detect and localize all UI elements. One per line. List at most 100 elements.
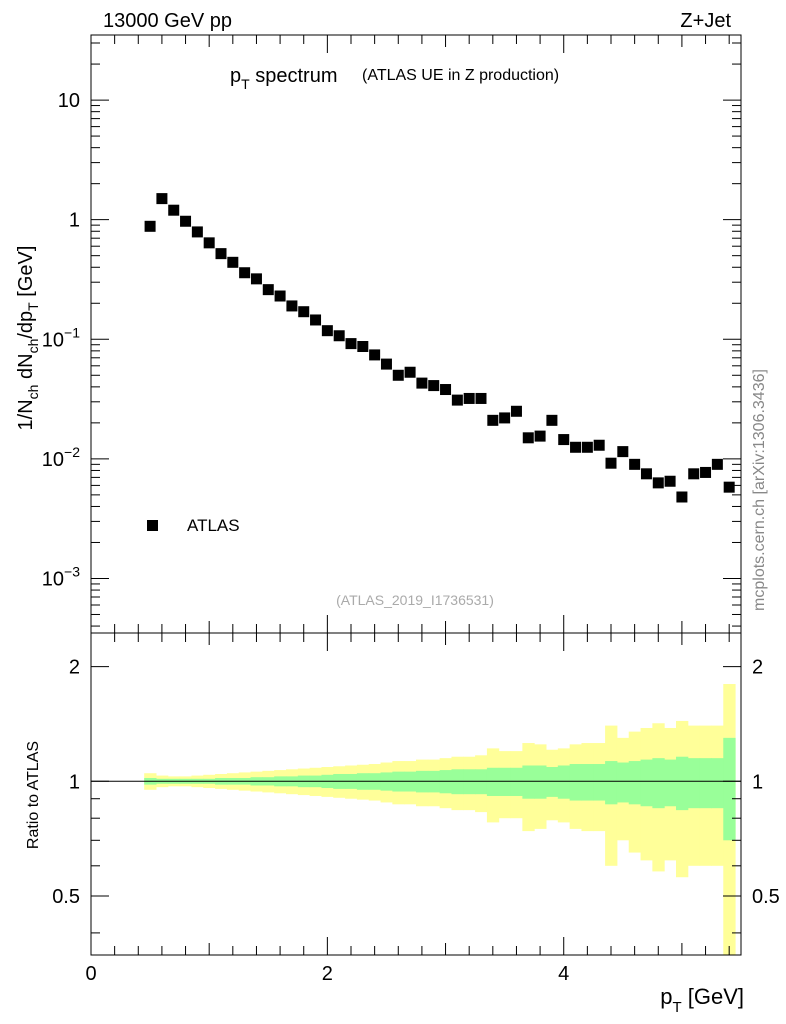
- ratio-stat-error-band: [569, 764, 582, 801]
- data-point: [451, 394, 463, 406]
- ratio-stat-error-band: [557, 765, 571, 799]
- main-y-tick-label: 10−3: [42, 563, 80, 590]
- data-point: [180, 215, 192, 227]
- side-label: mcplots.cern.ch [arXiv:1306.3436]: [751, 369, 768, 611]
- ratio-y-tick-label-right: 0.5: [752, 886, 780, 908]
- ratio-stat-error-band: [510, 767, 523, 796]
- ratio-y-axis-label: Ratio to ATLAS: [25, 741, 42, 849]
- data-point: [463, 392, 475, 404]
- data-point: [440, 384, 452, 396]
- main-y-tick-label: 10−2: [42, 444, 80, 471]
- ratio-stat-error-band: [687, 758, 701, 809]
- ratio-stat-error-band: [616, 762, 630, 803]
- legend-marker: [147, 520, 158, 531]
- main-axis-ticks: 10 1 10−1 10−2 10−3: [42, 35, 741, 633]
- ratio-stat-error-band: [711, 758, 724, 809]
- data-point: [570, 441, 582, 453]
- main-y-tick-label: 10: [58, 90, 80, 112]
- ratio-stat-error-band: [723, 737, 736, 841]
- x-tick-label: 0: [85, 963, 96, 985]
- data-point: [404, 366, 416, 378]
- data-point: [546, 414, 558, 426]
- ratio-stat-error-band: [605, 761, 618, 805]
- data-point: [227, 256, 239, 268]
- ratio-y-tick-label: 1: [69, 771, 80, 793]
- ratio-stat-error-band: [593, 764, 606, 801]
- x-axis-label: pT [GeV]: [660, 984, 744, 1016]
- main-subtitle: (ATLAS UE in Z production): [362, 67, 559, 84]
- data-point: [274, 290, 286, 302]
- data-point: [499, 412, 511, 424]
- main-data-points: [144, 193, 735, 503]
- data-point: [333, 330, 345, 342]
- data-point: [144, 220, 156, 232]
- ratio-stat-error-band: [640, 759, 653, 807]
- ratio-stat-error-band: [522, 765, 535, 799]
- data-point: [605, 457, 617, 469]
- ratio-stat-error-band: [581, 764, 594, 801]
- ratio-stat-error-band: [676, 756, 689, 811]
- ratio-error-bands: [144, 684, 736, 955]
- main-y-axis-label: 1/Nch dNch/dpT [GeV]: [15, 246, 41, 431]
- data-point: [250, 273, 262, 285]
- data-point: [369, 349, 381, 361]
- data-point: [215, 248, 227, 260]
- data-point: [558, 434, 570, 446]
- main-y-tick-label: 10−1: [42, 324, 80, 351]
- data-point: [700, 466, 712, 478]
- data-point: [298, 306, 310, 318]
- data-point: [156, 193, 168, 205]
- main-title: pT spectrum: [230, 65, 338, 92]
- data-point: [711, 458, 723, 470]
- x-tick-label: 2: [322, 963, 333, 985]
- data-point: [310, 314, 322, 326]
- ratio-stat-error-band: [664, 759, 677, 807]
- data-point: [428, 380, 440, 392]
- data-point: [357, 341, 369, 353]
- ratio-y-tick-label: 0.5: [52, 886, 80, 908]
- ratio-axis-ticks: 2 2 1 1 0.5 0.5 0 2 4: [52, 633, 780, 985]
- ratio-stat-error-band: [628, 761, 642, 805]
- data-point: [617, 446, 629, 458]
- data-point: [664, 475, 676, 487]
- data-point: [510, 405, 522, 417]
- data-point: [168, 204, 180, 216]
- data-point: [239, 267, 251, 279]
- data-point: [593, 439, 605, 451]
- ratio-stat-error-band: [652, 758, 665, 809]
- ratio-y-tick-label-right: 2: [752, 657, 763, 679]
- x-tick-label: 4: [558, 963, 569, 985]
- ratio-y-tick-label: 2: [69, 657, 80, 679]
- data-point: [262, 284, 274, 296]
- data-point: [534, 430, 546, 442]
- ratio-y-tick-label-right: 1: [752, 771, 763, 793]
- data-point: [321, 325, 333, 337]
- ratio-plot-frame: [90, 632, 742, 956]
- data-point: [640, 468, 652, 480]
- legend-label: ATLAS: [187, 516, 240, 535]
- data-point: [629, 458, 641, 470]
- data-point: [392, 369, 404, 381]
- data-point: [652, 477, 664, 489]
- main-plot-frame: [90, 34, 742, 634]
- data-point: [475, 392, 487, 404]
- header-right-label: Z+Jet: [680, 10, 731, 32]
- main-y-tick-label: 1: [69, 210, 80, 232]
- ratio-stat-error-band: [699, 758, 712, 809]
- data-point: [286, 300, 298, 312]
- data-point: [487, 414, 499, 426]
- analysis-label: (ATLAS_2019_I1736531): [336, 592, 494, 608]
- data-point: [191, 226, 203, 238]
- data-point: [723, 481, 735, 493]
- data-point: [522, 432, 534, 444]
- ratio-stat-error-band: [534, 765, 547, 799]
- header-left-label: 13000 GeV pp: [103, 10, 232, 32]
- ratio-stat-error-band: [486, 767, 500, 796]
- data-point: [345, 338, 357, 350]
- data-point: [203, 237, 215, 249]
- data-point: [380, 358, 392, 370]
- data-point: [676, 491, 688, 503]
- ratio-stat-error-band: [498, 767, 512, 796]
- data-point: [688, 468, 700, 480]
- data-point: [416, 377, 428, 389]
